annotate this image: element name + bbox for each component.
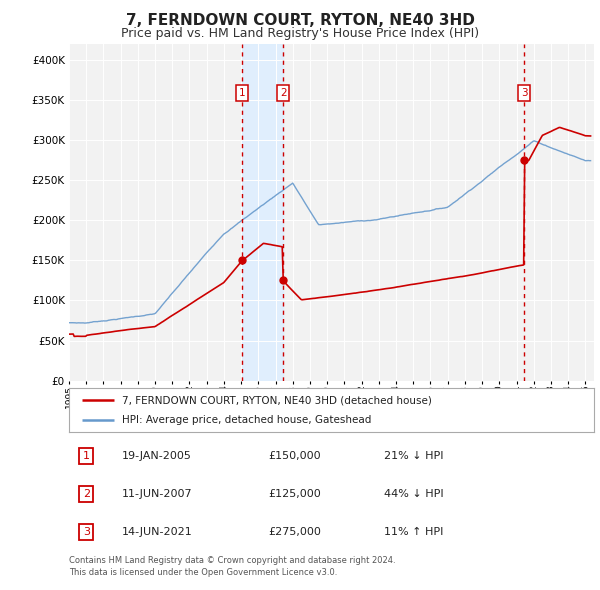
Text: Price paid vs. HM Land Registry's House Price Index (HPI): Price paid vs. HM Land Registry's House …: [121, 27, 479, 40]
Text: 1: 1: [83, 451, 90, 461]
Bar: [242, 44, 283, 381]
Text: 7, FERNDOWN COURT, RYTON, NE40 3HD (detached house): 7, FERNDOWN COURT, RYTON, NE40 3HD (deta…: [121, 395, 431, 405]
Text: £275,000: £275,000: [269, 527, 322, 537]
Text: £150,000: £150,000: [269, 451, 321, 461]
Text: 21% ↓ HPI: 21% ↓ HPI: [384, 451, 443, 461]
Text: 14-JUN-2021: 14-JUN-2021: [121, 527, 192, 537]
Text: 3: 3: [521, 88, 527, 98]
Text: 7, FERNDOWN COURT, RYTON, NE40 3HD: 7, FERNDOWN COURT, RYTON, NE40 3HD: [125, 13, 475, 28]
Text: 1: 1: [239, 88, 245, 98]
Text: 2: 2: [83, 489, 90, 499]
Text: 44% ↓ HPI: 44% ↓ HPI: [384, 489, 443, 499]
Text: Contains HM Land Registry data © Crown copyright and database right 2024.
This d: Contains HM Land Registry data © Crown c…: [69, 556, 395, 576]
Text: 3: 3: [83, 527, 90, 537]
Text: HPI: Average price, detached house, Gateshead: HPI: Average price, detached house, Gate…: [121, 415, 371, 425]
Text: 2: 2: [280, 88, 286, 98]
Text: 11-JUN-2007: 11-JUN-2007: [121, 489, 192, 499]
Text: 11% ↑ HPI: 11% ↑ HPI: [384, 527, 443, 537]
Text: 19-JAN-2005: 19-JAN-2005: [121, 451, 191, 461]
Text: £125,000: £125,000: [269, 489, 321, 499]
